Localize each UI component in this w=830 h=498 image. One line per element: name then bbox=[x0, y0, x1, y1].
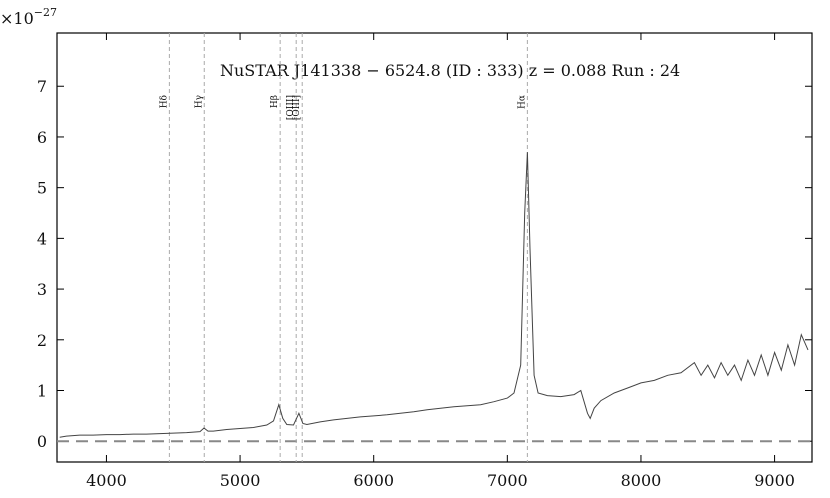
chart-title: NuSTAR J141338 − 6524.8 (ID : 333) z = 0… bbox=[220, 61, 680, 80]
y-multiplier-exponent: −27 bbox=[34, 6, 57, 19]
plot-frame bbox=[56, 32, 813, 463]
emission-line-label: Hβ bbox=[270, 95, 280, 108]
y-tick-label: 5 bbox=[37, 179, 47, 198]
emission-line-label: Hδ bbox=[159, 95, 169, 108]
y-tick-label: 1 bbox=[37, 382, 47, 401]
emission-line-label: Hγ bbox=[194, 95, 204, 108]
y-tick-label: 4 bbox=[37, 229, 47, 248]
y-tick-label: 3 bbox=[37, 280, 47, 299]
emission-line-label: [OIII] bbox=[286, 95, 296, 120]
y-multiplier: ×10−27 bbox=[0, 6, 57, 28]
y-tick-label: 2 bbox=[37, 331, 47, 350]
emission-line-label: Hα bbox=[517, 95, 527, 109]
x-tick-label: 6000 bbox=[353, 471, 394, 490]
y-tick-label: 7 bbox=[37, 77, 47, 96]
x-tick-label: 8000 bbox=[621, 471, 662, 490]
y-tick-label: 6 bbox=[37, 128, 47, 147]
x-tick-label: 4000 bbox=[86, 471, 127, 490]
y-multiplier-base: ×10 bbox=[0, 9, 34, 28]
emission-line-label: [OIII] bbox=[292, 95, 302, 120]
x-tick-label: 7000 bbox=[487, 471, 528, 490]
y-tick-label: 0 bbox=[37, 432, 47, 451]
spectrum-line bbox=[59, 152, 809, 438]
x-tick-label: 5000 bbox=[220, 471, 261, 490]
x-tick-label: 9000 bbox=[754, 471, 795, 490]
